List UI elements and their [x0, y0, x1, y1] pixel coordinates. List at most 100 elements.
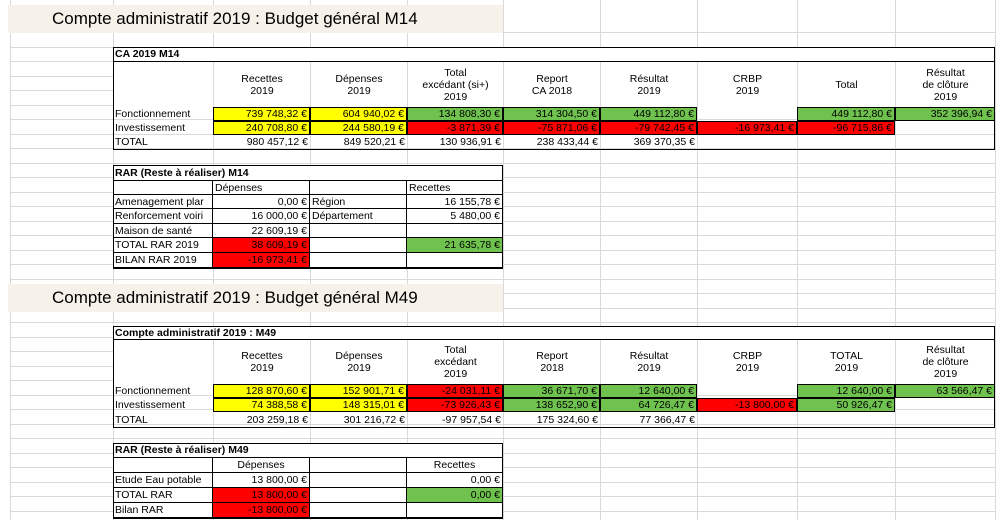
header-line: 2019 [443, 90, 468, 103]
cell-value: 36 671,70 € [503, 384, 600, 398]
cell-value: -75 871,06 € [503, 121, 600, 135]
cell-value: -73 926,43 € [407, 398, 503, 412]
grid-row [10, 322, 995, 323]
grid-col [895, 0, 896, 520]
row-label: Amenagement plar [113, 195, 213, 209]
grid-col [600, 0, 601, 520]
cell-value: 0,00 € [407, 488, 503, 503]
header-line: Report [536, 72, 568, 85]
row-label: Région [310, 195, 407, 209]
cell-value: 128 870,60 € [213, 384, 310, 398]
header-line: Total [835, 78, 858, 91]
table-title: RAR (Reste à réaliser) M49 [113, 443, 503, 458]
grid-col [697, 0, 698, 520]
column-header: Résultat 2019 [600, 340, 697, 384]
header-line: 2019 [250, 84, 274, 97]
cell-value: 21 635,78 € [407, 238, 503, 253]
cell-value: 739 748,32 € [213, 107, 310, 121]
header-line: CRBP [732, 72, 763, 85]
header-blank [113, 340, 213, 384]
row-label: Fonctionnement [115, 385, 191, 397]
sheet-title: Compte administratif 2019 : Budget génér… [8, 5, 503, 33]
cell-value: 449 112,80 € [600, 107, 697, 121]
cell-value: 64 726,47 € [600, 398, 697, 412]
header-blank [310, 181, 407, 195]
header-line: 2019 [834, 362, 859, 374]
cell-value: -16 973,41 € [697, 121, 797, 135]
header-line: Dépenses [335, 72, 383, 85]
header-line: Recettes [241, 350, 283, 362]
header-line: Résultat [629, 350, 669, 362]
sheet-title: Compte administratif 2019 : Budget génér… [8, 284, 503, 312]
cell-value: -16 973,41 € [213, 253, 310, 268]
cell-value: 980 457,12 € [246, 136, 308, 148]
cell-empty [310, 473, 407, 488]
grid-row [10, 438, 995, 439]
cell-value: -13 800,00 € [697, 398, 797, 412]
cell-value: 16 155,78 € [407, 195, 503, 209]
cell-value: -97 957,54 € [442, 413, 501, 426]
column-header: Report CA 2018 [503, 62, 600, 107]
header-line: Total [444, 344, 467, 356]
header-line: Résultat [926, 344, 965, 356]
cell-value: 22 609,19 € [213, 224, 310, 238]
cell-value: 77 366,47 € [639, 413, 695, 426]
header-blank [310, 458, 407, 473]
column-header: Résultat de clôture 2019 [895, 340, 995, 384]
cell-value: 352 396,94 € [895, 107, 995, 121]
header-line: de clôture [922, 356, 969, 368]
column-header: Recettes [407, 181, 503, 195]
header-line: 2019 [735, 362, 760, 374]
header-line: 2018 [540, 362, 564, 374]
grid-col [503, 0, 504, 520]
column-header: Total [797, 62, 895, 107]
table-title: RAR (Reste à réaliser) M14 [113, 165, 503, 181]
header-line: Dépenses [335, 350, 383, 362]
header-line: Total [444, 66, 467, 79]
grid-col [10, 0, 11, 520]
column-header: Total excédant (si+) 2019 [407, 62, 503, 107]
grid-row [10, 163, 995, 164]
column-header: Dépenses 2019 [310, 62, 407, 107]
row-label: Investissement [115, 399, 186, 411]
column-header: TOTAL 2019 [797, 340, 895, 384]
cell-value: 314 304,50 € [503, 107, 600, 121]
header-line: 2019 [443, 368, 468, 380]
cell-value: -96 715,86 € [797, 121, 895, 135]
cell-empty [407, 503, 503, 518]
cell-value: 449 112,80 € [797, 107, 895, 121]
header-line: 2019 [637, 84, 661, 97]
column-header: Résultat de clôture 2019 [895, 62, 995, 107]
grid-col [797, 0, 798, 520]
cell-empty [310, 224, 407, 238]
row-label: Renforcement voiri [113, 209, 213, 224]
column-header: Recettes 2019 [213, 62, 310, 107]
row-label: Etude Eau potable [113, 473, 213, 488]
cell-value: 74 388,58 € [213, 398, 310, 412]
row-label: Investissement [115, 122, 186, 134]
cell-value: 5 480,00 € [407, 209, 503, 224]
cell-value: -13 800,00 € [213, 503, 310, 518]
table-title: CA 2019 M14 [113, 47, 995, 62]
header-line: 2019 [933, 368, 958, 380]
cell-empty [310, 238, 407, 253]
cell-value: 50 926,47 € [797, 398, 895, 412]
header-line: 2019 [735, 84, 760, 97]
column-header: Total excédant 2019 [407, 340, 503, 384]
cell-value: 175 324,60 € [536, 413, 598, 426]
header-line: Recettes [241, 72, 283, 85]
cell-value: 38 609,19 € [213, 238, 310, 253]
cell-value: 130 936,91 € [439, 136, 501, 148]
header-line: excédant [434, 356, 477, 368]
cell-value: -24 031,11 € [407, 384, 503, 398]
header-line: Report [536, 350, 568, 362]
grid-row [10, 424, 995, 425]
header-line: Résultat [629, 72, 669, 85]
cell-empty [407, 253, 503, 268]
header-line: 2019 [347, 84, 371, 97]
header-line: TOTAL [830, 350, 863, 362]
cell-value: 849 520,21 € [343, 136, 405, 148]
cell-empty [310, 253, 407, 268]
table-title: Compte administratif 2019 : M49 [113, 326, 995, 340]
